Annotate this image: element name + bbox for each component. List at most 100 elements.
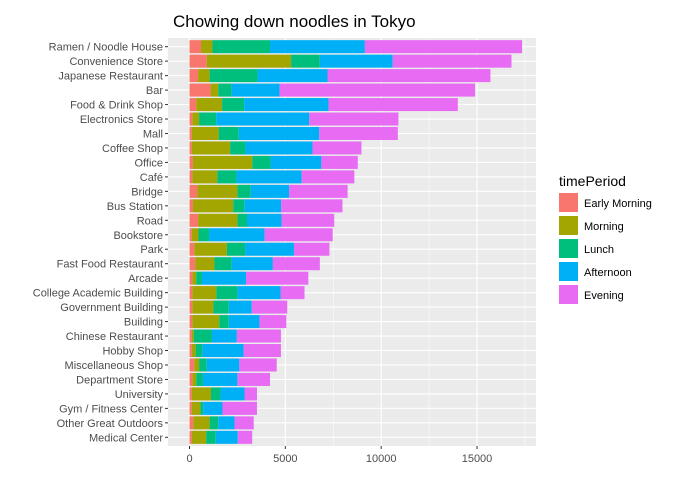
bar-lunch [213,300,229,314]
bar-afternoon [215,430,238,444]
bar-early-morning [189,271,193,285]
bar-morning [192,170,218,184]
bar-evening [321,155,358,169]
bar-evening [251,300,288,314]
category-label: Electronics Store [80,114,163,126]
bar-evening [312,141,362,155]
category-label: University [115,389,164,401]
category-label: Park [140,244,163,256]
bar-afternoon [236,170,302,184]
bar-early-morning [189,199,193,213]
bar-lunch [212,40,271,54]
bar-morning [194,242,227,256]
bar-evening [309,112,399,126]
bar-morning [191,387,211,401]
legend-swatch [559,193,578,212]
bar-early-morning [189,98,197,112]
chart-title: Chowing down noodles in Tokyo [173,12,416,31]
bar-early-morning [189,242,195,256]
bar-morning [191,228,199,242]
category-label: Fast Food Restaurant [57,259,163,271]
category-label: Department Store [76,374,163,386]
bar-early-morning [189,315,193,329]
bar-early-morning [189,358,195,372]
bar-afternoon [245,242,294,256]
x-axis: 0 5000 10000 15000 [186,446,492,465]
bar-morning [195,257,215,271]
bar-early-morning [189,40,202,54]
bar-lunch [200,401,204,415]
bar-evening [259,315,287,329]
bar-lunch [195,344,203,358]
bar-early-morning [189,155,193,169]
bar-early-morning [189,69,199,83]
bar-evening [237,430,253,444]
bar-evening [281,213,335,227]
bar-lunch [218,126,239,140]
bar-evening [289,184,348,198]
bar-morning [196,98,223,112]
category-label: Government Building [60,302,163,314]
bar-afternoon [206,358,240,372]
x-tick-label: 15000 [462,453,493,465]
bar-morning [192,112,200,126]
bar-lunch [216,286,238,300]
category-label: Road [137,215,163,227]
bar-lunch [193,329,212,343]
bar-evening [364,40,523,54]
bar-evening [293,242,330,256]
bar-afternoon [209,228,265,242]
bar-morning [191,141,231,155]
category-label: Hobby Shop [102,346,163,358]
x-tick-label: 5000 [273,453,297,465]
bar-evening [392,54,512,68]
category-label: Mall [143,128,163,140]
bar-evening [328,98,458,112]
bar-early-morning [189,112,193,126]
bar-evening [243,344,281,358]
bar-evening [234,416,254,430]
bar-afternoon [247,213,282,227]
bar-early-morning [189,83,211,97]
category-label: Office [134,157,163,169]
bar-early-morning [189,170,193,184]
bar-morning [191,401,201,415]
bar-lunch [217,170,237,184]
bar-morning [206,54,292,68]
y-axis: Ramen / Noodle House Convenience Store Jap… [33,42,168,444]
bar-lunch [233,199,245,213]
bar-afternoon [245,141,313,155]
bar-evening [301,170,355,184]
bar-afternoon [231,257,273,271]
category-label: Building [124,317,163,329]
bar-evening [222,401,257,415]
bar-lunch [198,228,210,242]
bar-lunch [237,184,251,198]
legend: timePeriod Early Morning Morning Lunch Afte… [559,173,652,304]
bar-morning [192,155,253,169]
bar-early-morning [189,141,192,155]
bar-afternoon [257,69,328,83]
bar-early-morning [189,416,194,430]
legend-label: Morning [584,221,624,233]
legend-swatch [559,262,578,281]
bar-morning [191,329,194,343]
bar-early-morning [189,184,198,198]
bar-early-morning [189,286,193,300]
bar-morning [192,315,220,329]
bar-early-morning [189,430,192,444]
bar-afternoon [237,286,281,300]
bar-evening [239,358,277,372]
category-label: Coffee Shop [102,143,163,155]
bar-afternoon [270,155,322,169]
category-label: Gym / Fitness Center [59,403,163,415]
bar-early-morning [189,257,196,271]
legend-label: Lunch [584,244,614,256]
bar-morning [210,83,219,97]
bar-early-morning [189,213,199,227]
bar-lunch [209,416,219,430]
bar-lunch [199,358,207,372]
category-label: College Academic Building [33,288,163,300]
x-tick-label: 10000 [366,453,397,465]
